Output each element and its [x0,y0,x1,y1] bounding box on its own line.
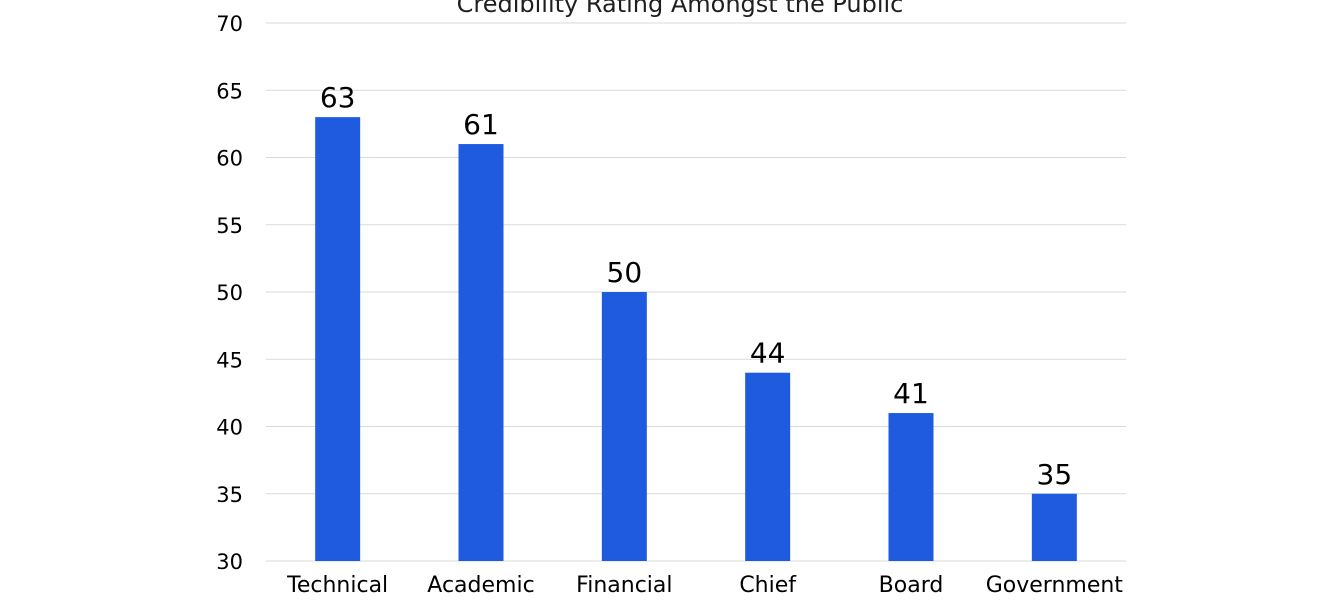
data-labels: 63 61 50 44 41 35 [320,81,1072,491]
y-tick-label: 60 [216,147,243,171]
bar [601,292,647,561]
y-tick-label: 70 [216,12,243,36]
x-category-label: Financial [576,573,672,598]
y-tick-label: 65 [216,79,243,103]
data-label: 41 [893,377,929,410]
gridlines [266,22,1126,562]
bar [458,144,504,562]
x-category-label: Technical [286,573,388,598]
bar [315,117,361,562]
x-axis-categories: Technical Academic Financial Chief Board Gove… [286,573,1123,598]
data-label: 63 [320,81,356,114]
data-label: 61 [463,108,499,141]
bar [1031,493,1077,561]
bar [888,413,934,561]
bar [745,372,791,561]
y-tick-label: 40 [216,416,243,440]
chart-title: Credibility Rating Amongst the Public [457,0,904,18]
x-category-label: Government [986,573,1124,598]
data-label: 50 [607,256,643,289]
x-category-label: Chief [739,573,797,598]
y-tick-label: 55 [216,214,243,238]
x-category-label: Academic [427,573,534,598]
x-category-label: Board [879,573,944,598]
data-label: 35 [1037,458,1073,491]
y-axis-ticks: 30 35 40 45 50 55 60 65 70 [216,12,243,574]
y-tick-label: 35 [216,483,243,507]
y-tick-label: 45 [216,348,243,372]
y-tick-label: 30 [216,550,243,574]
y-tick-label: 50 [216,281,243,305]
bars [315,117,1077,562]
data-label: 44 [750,337,786,370]
